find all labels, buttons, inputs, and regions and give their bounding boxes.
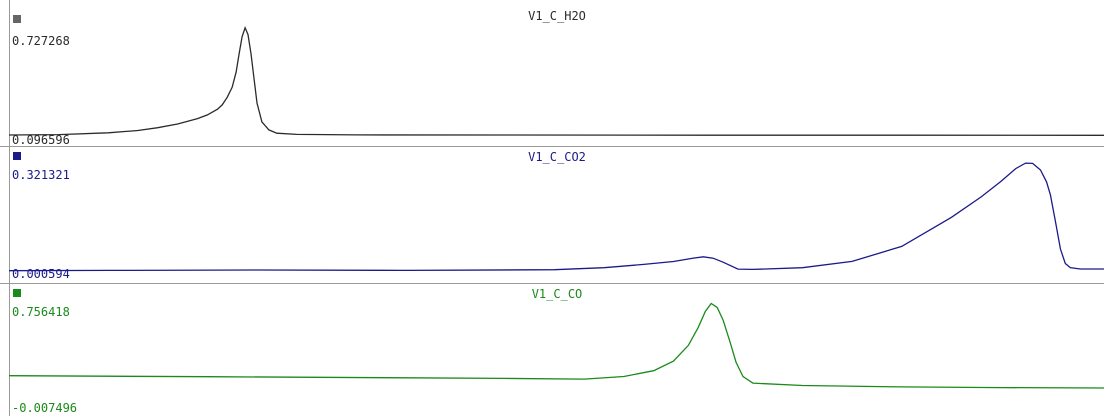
y-min-label-h2o: 0.096596 [12, 133, 70, 147]
y-max-label-h2o: 0.727268 [12, 34, 70, 48]
y-max-label-co: 0.756418 [12, 305, 70, 319]
panel-co: V1_C_CO 0.756418 -0.007496 [8, 287, 1104, 415]
y-max-label-co2: 0.321321 [12, 168, 70, 182]
series-marker-co2 [13, 152, 21, 160]
series-line-co [8, 302, 1104, 389]
series-marker-h2o [13, 15, 21, 23]
panel-co2: V1_C_CO2 0.321321 0.000594 [8, 150, 1104, 281]
series-line-co2 [8, 162, 1104, 272]
panel-title-h2o: V1_C_H2O [528, 9, 586, 23]
series-line-h2o [8, 25, 1104, 136]
panel-title-co: V1_C_CO [532, 287, 583, 301]
panel-title-co2: V1_C_CO2 [528, 150, 586, 164]
panel-h2o: V1_C_H2O 0.727268 0.096596 [8, 9, 1104, 147]
series-marker-co [13, 289, 21, 297]
y-min-label-co: -0.007496 [12, 401, 77, 415]
y-min-label-co2: 0.000594 [12, 267, 70, 281]
